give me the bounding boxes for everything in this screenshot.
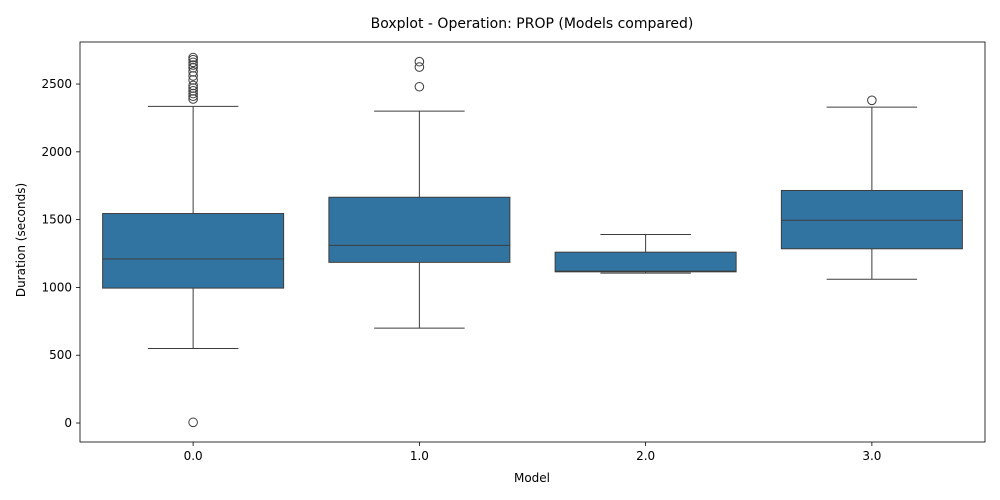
box-iqr: [554, 251, 737, 273]
y-tick-label: 1000: [41, 280, 72, 294]
y-tick-label: 2500: [41, 77, 72, 91]
y-tick-label: 2000: [41, 145, 72, 159]
y-tick-label: 500: [49, 348, 72, 362]
chart-title: Boxplot - Operation: PROP (Models compar…: [371, 16, 694, 32]
box-iqr: [328, 196, 511, 263]
x-axis: 0.0 1.0 2.0 3.0: [184, 442, 881, 463]
outlier-point: [414, 62, 425, 72]
box-iqr: [102, 213, 285, 289]
box-group-1.0: [328, 56, 511, 329]
box-group-3.0: [780, 95, 963, 280]
outlier-point: [188, 67, 198, 77]
box-group-2.0: [554, 234, 737, 274]
outlier-point: [414, 56, 425, 67]
x-axis-label: Model: [514, 471, 550, 485]
outlier-point: [188, 60, 198, 70]
plot-area: [79, 41, 986, 443]
outlier-point: [414, 81, 425, 92]
x-tick-label: 3.0: [862, 449, 881, 463]
y-axis-label: Duration (seconds): [14, 183, 28, 297]
outlier-point: [188, 52, 198, 63]
outlier-point: [867, 95, 877, 106]
x-tick-label: 0.0: [184, 449, 203, 463]
outlier-point: [188, 80, 198, 91]
outlier-point: [188, 86, 198, 96]
y-tick-label: 1500: [41, 213, 72, 227]
x-tick-label: 2.0: [636, 449, 655, 463]
outlier-point: [188, 417, 198, 428]
plot-frame: [79, 41, 986, 443]
y-tick-label: 0: [64, 416, 72, 430]
x-tick-label: 1.0: [410, 449, 429, 463]
box-group-0.0: [102, 52, 285, 428]
box-iqr: [780, 189, 963, 250]
outlier-point: [188, 57, 198, 68]
y-axis: 0 500 1000 1500 2000 2500: [41, 77, 80, 430]
